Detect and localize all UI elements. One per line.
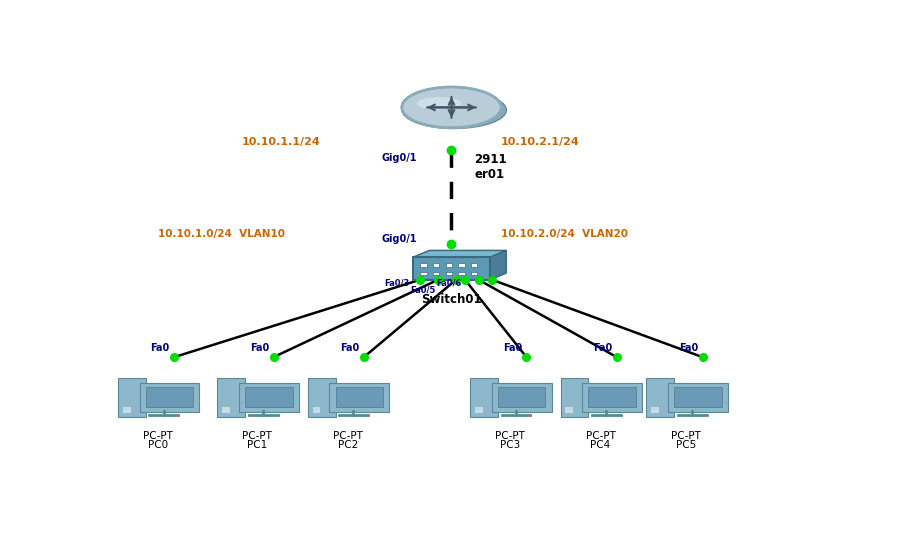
Text: PC5: PC5: [676, 440, 695, 451]
FancyBboxPatch shape: [565, 407, 573, 412]
Text: 2911
er01: 2911 er01: [474, 153, 506, 181]
Text: Fa0: Fa0: [151, 343, 170, 353]
Ellipse shape: [417, 97, 461, 110]
FancyBboxPatch shape: [420, 272, 427, 275]
Text: PC-PT: PC-PT: [143, 431, 173, 441]
FancyBboxPatch shape: [470, 378, 498, 417]
FancyBboxPatch shape: [446, 263, 452, 267]
Text: 10.10.2.0/24  VLAN20: 10.10.2.0/24 VLAN20: [501, 229, 628, 238]
FancyBboxPatch shape: [146, 388, 193, 407]
FancyBboxPatch shape: [667, 383, 727, 412]
FancyBboxPatch shape: [433, 272, 439, 275]
FancyBboxPatch shape: [458, 263, 465, 267]
Polygon shape: [489, 250, 505, 280]
Text: Fa0/6: Fa0/6: [436, 278, 461, 287]
Ellipse shape: [401, 92, 506, 128]
FancyBboxPatch shape: [123, 407, 131, 412]
FancyBboxPatch shape: [458, 272, 465, 275]
Text: PC-PT: PC-PT: [670, 431, 701, 441]
FancyBboxPatch shape: [474, 407, 483, 412]
FancyBboxPatch shape: [471, 272, 477, 275]
FancyBboxPatch shape: [222, 407, 230, 412]
Text: PC4: PC4: [590, 440, 610, 451]
Text: PC2: PC2: [337, 440, 357, 451]
FancyBboxPatch shape: [582, 383, 641, 412]
FancyBboxPatch shape: [471, 263, 477, 267]
FancyBboxPatch shape: [413, 257, 489, 280]
FancyBboxPatch shape: [336, 388, 382, 407]
FancyBboxPatch shape: [433, 263, 439, 267]
FancyBboxPatch shape: [674, 388, 721, 407]
Text: 10.10.1.0/24  VLAN10: 10.10.1.0/24 VLAN10: [158, 229, 285, 238]
Text: Fa0: Fa0: [678, 343, 697, 353]
FancyBboxPatch shape: [420, 263, 427, 267]
Text: PC-PT: PC-PT: [242, 431, 272, 441]
Text: Fa0/3: Fa0/3: [384, 278, 410, 287]
Text: Fa0: Fa0: [340, 343, 359, 353]
Polygon shape: [413, 250, 505, 257]
FancyBboxPatch shape: [118, 378, 146, 417]
FancyBboxPatch shape: [650, 407, 658, 412]
Text: PC-PT: PC-PT: [584, 431, 615, 441]
FancyBboxPatch shape: [329, 383, 389, 412]
Ellipse shape: [401, 87, 501, 128]
Text: Fa0/5: Fa0/5: [410, 286, 435, 295]
FancyBboxPatch shape: [312, 407, 320, 412]
FancyBboxPatch shape: [245, 388, 292, 407]
FancyBboxPatch shape: [217, 378, 245, 417]
FancyBboxPatch shape: [646, 378, 674, 417]
Text: Switch01: Switch01: [420, 293, 482, 306]
Text: Fa0: Fa0: [593, 343, 612, 353]
FancyBboxPatch shape: [492, 383, 551, 412]
Text: PC0: PC0: [148, 440, 168, 451]
Text: PC1: PC1: [247, 440, 267, 451]
FancyBboxPatch shape: [308, 378, 336, 417]
Text: Fa0: Fa0: [250, 343, 269, 353]
Text: PC3: PC3: [500, 440, 520, 451]
Text: 10.10.1.1/24: 10.10.1.1/24: [242, 137, 320, 147]
FancyBboxPatch shape: [446, 272, 452, 275]
Text: Gig0/1: Gig0/1: [382, 153, 417, 163]
FancyBboxPatch shape: [498, 388, 545, 407]
Text: PC-PT: PC-PT: [494, 431, 525, 441]
Text: PC-PT: PC-PT: [332, 431, 363, 441]
FancyBboxPatch shape: [560, 378, 588, 417]
FancyBboxPatch shape: [588, 388, 635, 407]
FancyBboxPatch shape: [140, 383, 199, 412]
FancyBboxPatch shape: [239, 383, 299, 412]
Text: Fa0: Fa0: [502, 343, 521, 353]
Text: Gig0/1: Gig0/1: [382, 234, 417, 244]
Text: 10.10.2.1/24: 10.10.2.1/24: [501, 137, 579, 147]
